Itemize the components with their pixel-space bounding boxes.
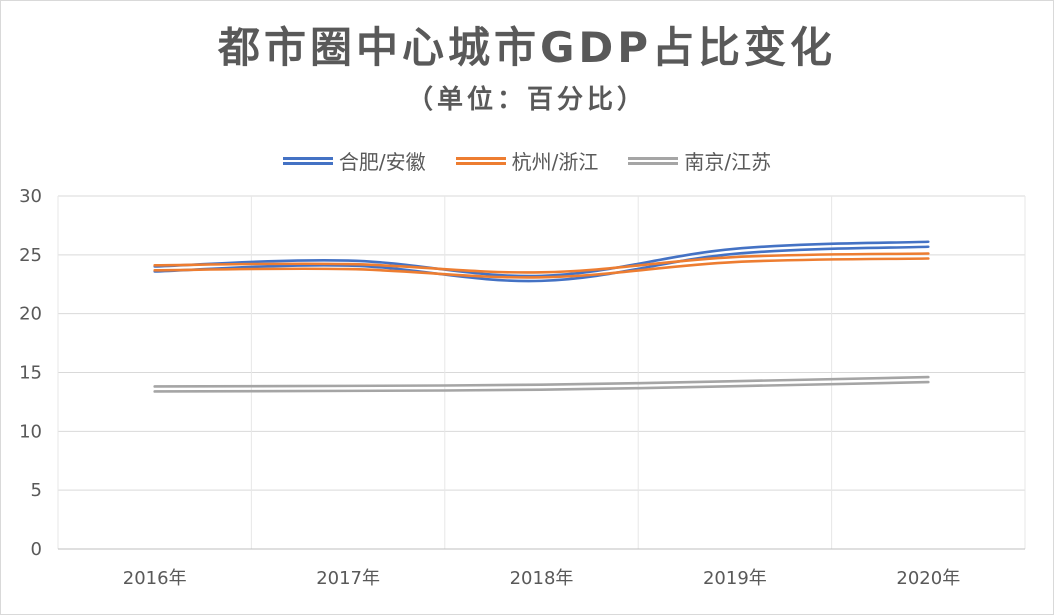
series-line [153, 375, 930, 388]
y-tick-label: 10 [19, 421, 42, 442]
series-1 [153, 252, 930, 279]
x-tick-label: 2018年 [510, 568, 574, 589]
chart-subtitle: （单位：百分比） [406, 85, 647, 115]
series-2 [153, 375, 930, 393]
legend-swatch-hangzhou [455, 156, 506, 165]
chart-title: 都市圈中心城市GDP占比变化 [217, 23, 837, 72]
x-tick-label: 2017年 [316, 568, 380, 589]
legend-item-hefei: 合肥/安徽 [282, 146, 426, 175]
series-lines [153, 240, 930, 393]
legend-item-hangzhou: 杭州/浙江 [455, 146, 599, 175]
y-tick-label: 30 [19, 186, 42, 207]
x-tick-label: 2020年 [896, 568, 960, 589]
series-line [153, 380, 930, 393]
series-line [153, 240, 930, 278]
x-tick-label: 2016年 [123, 568, 187, 589]
y-tick-label: 20 [19, 304, 42, 325]
series-0 [153, 240, 930, 283]
y-tick-label: 15 [19, 363, 42, 384]
y-tick-label: 0 [31, 539, 42, 560]
y-tick-label: 5 [31, 480, 42, 501]
legend-swatch-nanjing [628, 156, 679, 165]
y-tick-label: 25 [19, 245, 42, 266]
legend-label-hangzhou: 杭州/浙江 [511, 150, 599, 174]
axes: 0 5 10 15 20 25 30 2016年 2017年 2018年 2019年 2020年 [19, 186, 1025, 589]
legend: 合肥/安徽 杭州/浙江 南京/江苏 [0, 146, 1054, 175]
legend-label-nanjing: 南京/江苏 [684, 150, 772, 174]
series-line [153, 245, 930, 283]
series-line [153, 257, 930, 279]
legend-label-hefei: 合肥/安徽 [338, 150, 426, 174]
x-tick-label: 2019年 [703, 568, 767, 589]
legend-item-nanjing: 南京/江苏 [628, 146, 771, 175]
legend-swatch-hefei [282, 156, 333, 165]
series-line [153, 252, 930, 274]
